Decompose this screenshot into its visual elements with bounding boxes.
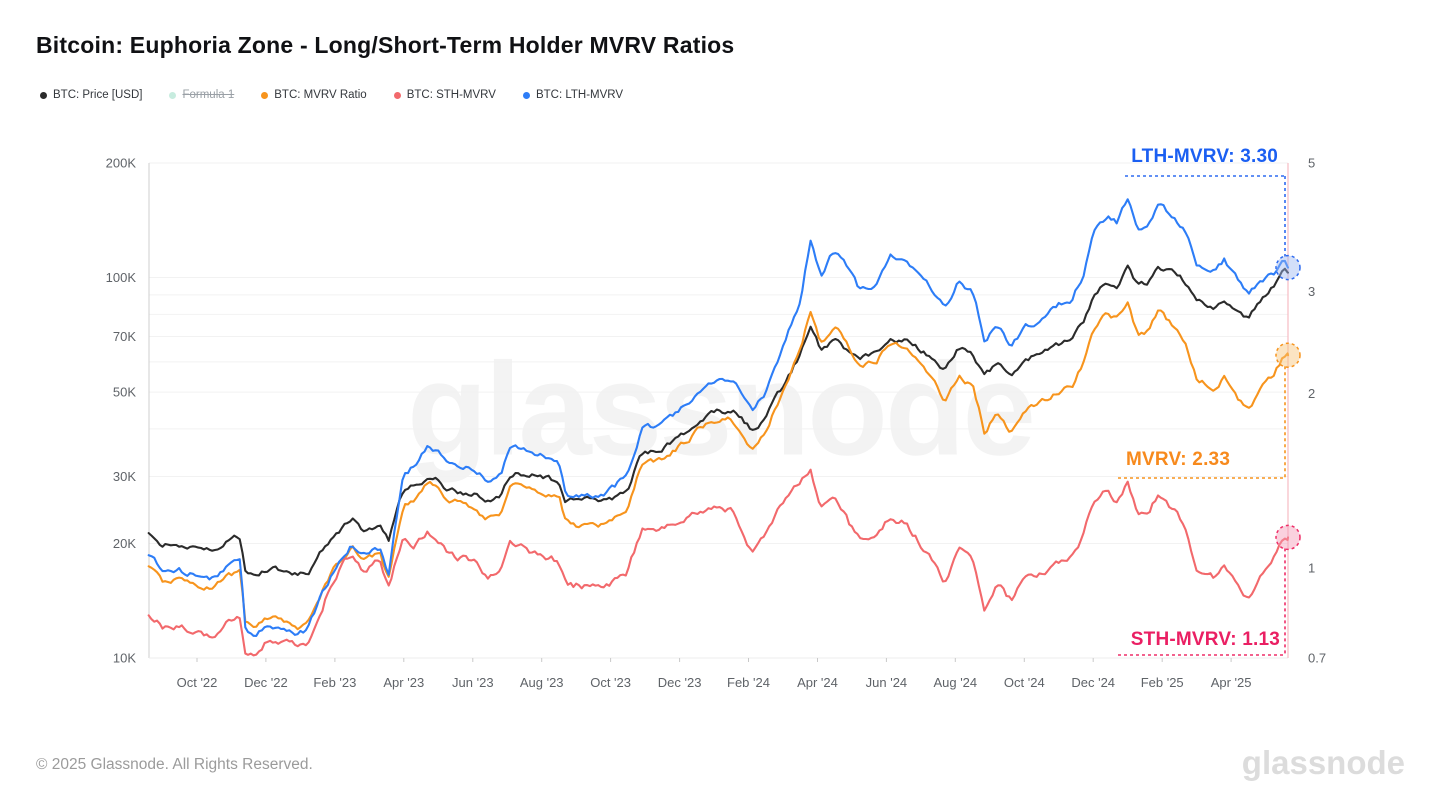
legend-label: BTC: LTH-MVRV (535, 89, 624, 101)
y-right-tick-label: 2 (1308, 386, 1315, 401)
x-tick-label: Dec '22 (244, 675, 288, 690)
series-btc-mvrv-ratio (147, 301, 1290, 631)
y-right-tick-label: 3 (1308, 284, 1315, 299)
mvrv-current-marker-ring (1275, 342, 1301, 368)
y-left-tick-label: 20K (113, 536, 136, 551)
y-right-tick-label: 1 (1308, 561, 1315, 576)
legend-label: BTC: Price [USD] (53, 89, 143, 101)
x-tick-label: Jun '23 (452, 675, 494, 690)
legend-label: Formula 1 (182, 89, 235, 101)
sth-current-marker-ring (1275, 524, 1301, 551)
annotation-sth-mvrv: STH-MVRV: 1.13 (1130, 629, 1280, 650)
legend-label: BTC: STH-MVRV (406, 89, 496, 101)
y-left-tick-label: 70K (113, 329, 136, 344)
legend-color-dot (169, 91, 177, 99)
sth-current-marker (1276, 525, 1300, 550)
x-tick-label: Feb '24 (727, 675, 770, 690)
y-left-tick-label: 100K (106, 270, 137, 285)
copyright-text: © 2025 Glassnode. All Rights Reserved. (36, 756, 313, 773)
series-btc-price-usd (147, 264, 1290, 577)
lth-current-marker-ring (1275, 254, 1301, 281)
series-btc-lth-mvrv (147, 198, 1290, 637)
x-tick-label: Dec '24 (1071, 675, 1115, 690)
x-tick-label: Oct '22 (177, 675, 218, 690)
x-tick-label: Apr '23 (383, 675, 424, 690)
lth-current-marker (1276, 255, 1300, 280)
page-title: Bitcoin: Euphoria Zone - Long/Short-Term… (36, 32, 735, 58)
legend-color-dot (40, 91, 47, 99)
series-btc-sth-mvrv (147, 468, 1290, 657)
x-tick-label: Jun '24 (866, 675, 908, 690)
x-tick-label: Apr '24 (797, 675, 838, 690)
y-right-tick-label: 0.7 (1308, 651, 1326, 666)
annotation-mvrv: MVRV: 2.33 (1126, 449, 1231, 470)
y-left-tick-label: 10K (113, 651, 136, 666)
y-right-tick-label: 5 (1308, 156, 1315, 171)
x-tick-label: Aug '23 (520, 675, 564, 690)
x-tick-label: Feb '25 (1141, 675, 1184, 690)
legend-label: BTC: MVRV Ratio (274, 89, 367, 101)
legend-item-btc-mvrv-ratio[interactable]: BTC: MVRV Ratio (261, 89, 367, 101)
y-left-tick-label: 50K (113, 385, 136, 400)
legend-color-dot (261, 91, 269, 99)
legend-item-btc-price-usd[interactable]: BTC: Price [USD] (40, 89, 142, 101)
x-tick-label: Aug '24 (933, 675, 977, 690)
y-left-tick-label: 200K (106, 156, 137, 171)
legend-item-formula-1[interactable]: Formula 1 (169, 89, 234, 101)
glassnode-logo: glassnode (1241, 744, 1405, 781)
legend-color-dot (393, 91, 401, 99)
legend-item-btc-sth-mvrv[interactable]: BTC: STH-MVRV (393, 89, 496, 101)
annotation-lth-mvrv: LTH-MVRV: 3.30 (1131, 146, 1278, 167)
legend-color-dot (522, 91, 530, 99)
y-left-tick-label: 30K (113, 469, 136, 484)
x-tick-label: Dec '23 (658, 675, 702, 690)
x-tick-label: Oct '23 (590, 675, 631, 690)
x-tick-label: Apr '25 (1211, 675, 1252, 690)
legend-item-btc-lth-mvrv[interactable]: BTC: LTH-MVRV (522, 89, 624, 101)
legend: BTC: Price [USD] Formula 1 BTC: MVRV Ratio… (40, 89, 623, 101)
x-tick-label: Feb '23 (313, 675, 356, 690)
x-tick-label: Oct '24 (1004, 675, 1045, 690)
mvrv-current-marker (1276, 343, 1300, 368)
